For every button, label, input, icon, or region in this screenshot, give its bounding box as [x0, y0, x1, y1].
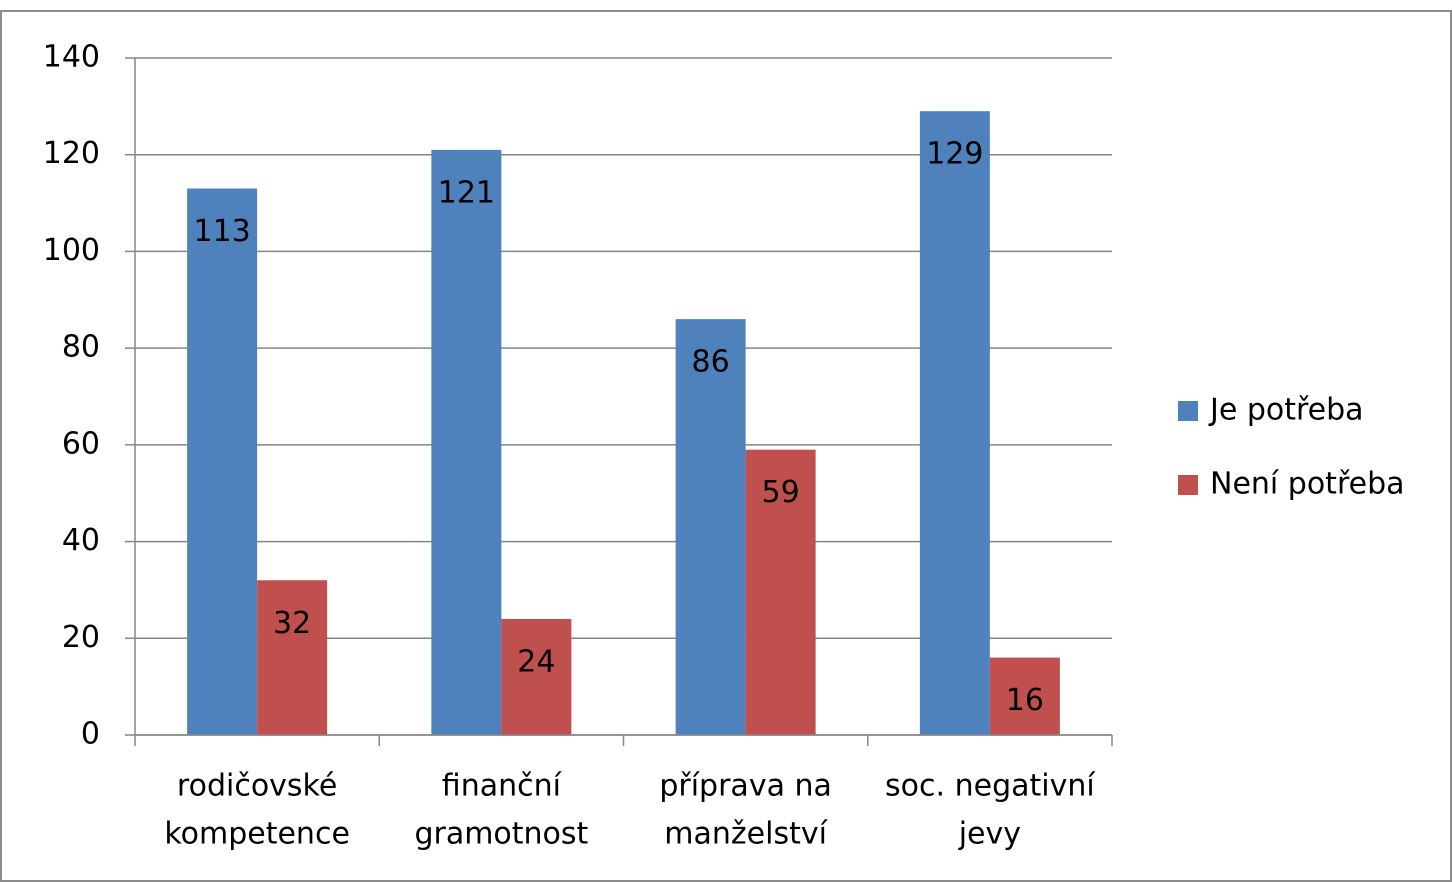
bar	[919, 111, 990, 735]
data-label: 121	[438, 175, 495, 210]
y-tick-label: 20	[62, 620, 100, 655]
bar	[187, 188, 258, 736]
legend-swatch	[1178, 475, 1198, 495]
legend-label: Není potřeba	[1210, 467, 1405, 502]
x-tick-label: kompetence	[164, 817, 350, 852]
data-label: 113	[193, 214, 250, 249]
legend-label: Je potřeba	[1208, 393, 1364, 428]
y-tick-label: 80	[62, 330, 100, 365]
bar	[431, 149, 502, 736]
y-tick-label: 60	[62, 426, 100, 461]
bar	[675, 319, 746, 735]
data-label: 32	[273, 606, 311, 641]
bar	[989, 657, 1060, 735]
data-label: 24	[517, 644, 555, 679]
x-tick-label: gramotnost	[414, 817, 588, 852]
bar	[745, 449, 816, 735]
data-label: 86	[692, 345, 730, 380]
x-tick-label: manželství	[664, 817, 828, 852]
y-tick-label: 140	[43, 40, 100, 75]
x-tick-label: finanční	[442, 769, 563, 804]
y-tick-label: 120	[43, 136, 100, 171]
x-tick-label: soc. negativní	[885, 769, 1096, 804]
bar	[501, 618, 572, 735]
x-tick-label: jevy	[958, 817, 1021, 852]
y-tick-label: 40	[62, 523, 100, 558]
data-label: 59	[762, 475, 800, 510]
legend-swatch	[1178, 401, 1198, 421]
y-tick-label: 100	[43, 233, 100, 268]
x-tick-label: rodičovské	[177, 769, 337, 804]
bar	[257, 580, 328, 735]
y-tick-label: 0	[81, 717, 100, 752]
data-label: 16	[1006, 683, 1044, 718]
x-tick-label: příprava na	[659, 769, 832, 804]
data-label: 129	[926, 137, 983, 172]
